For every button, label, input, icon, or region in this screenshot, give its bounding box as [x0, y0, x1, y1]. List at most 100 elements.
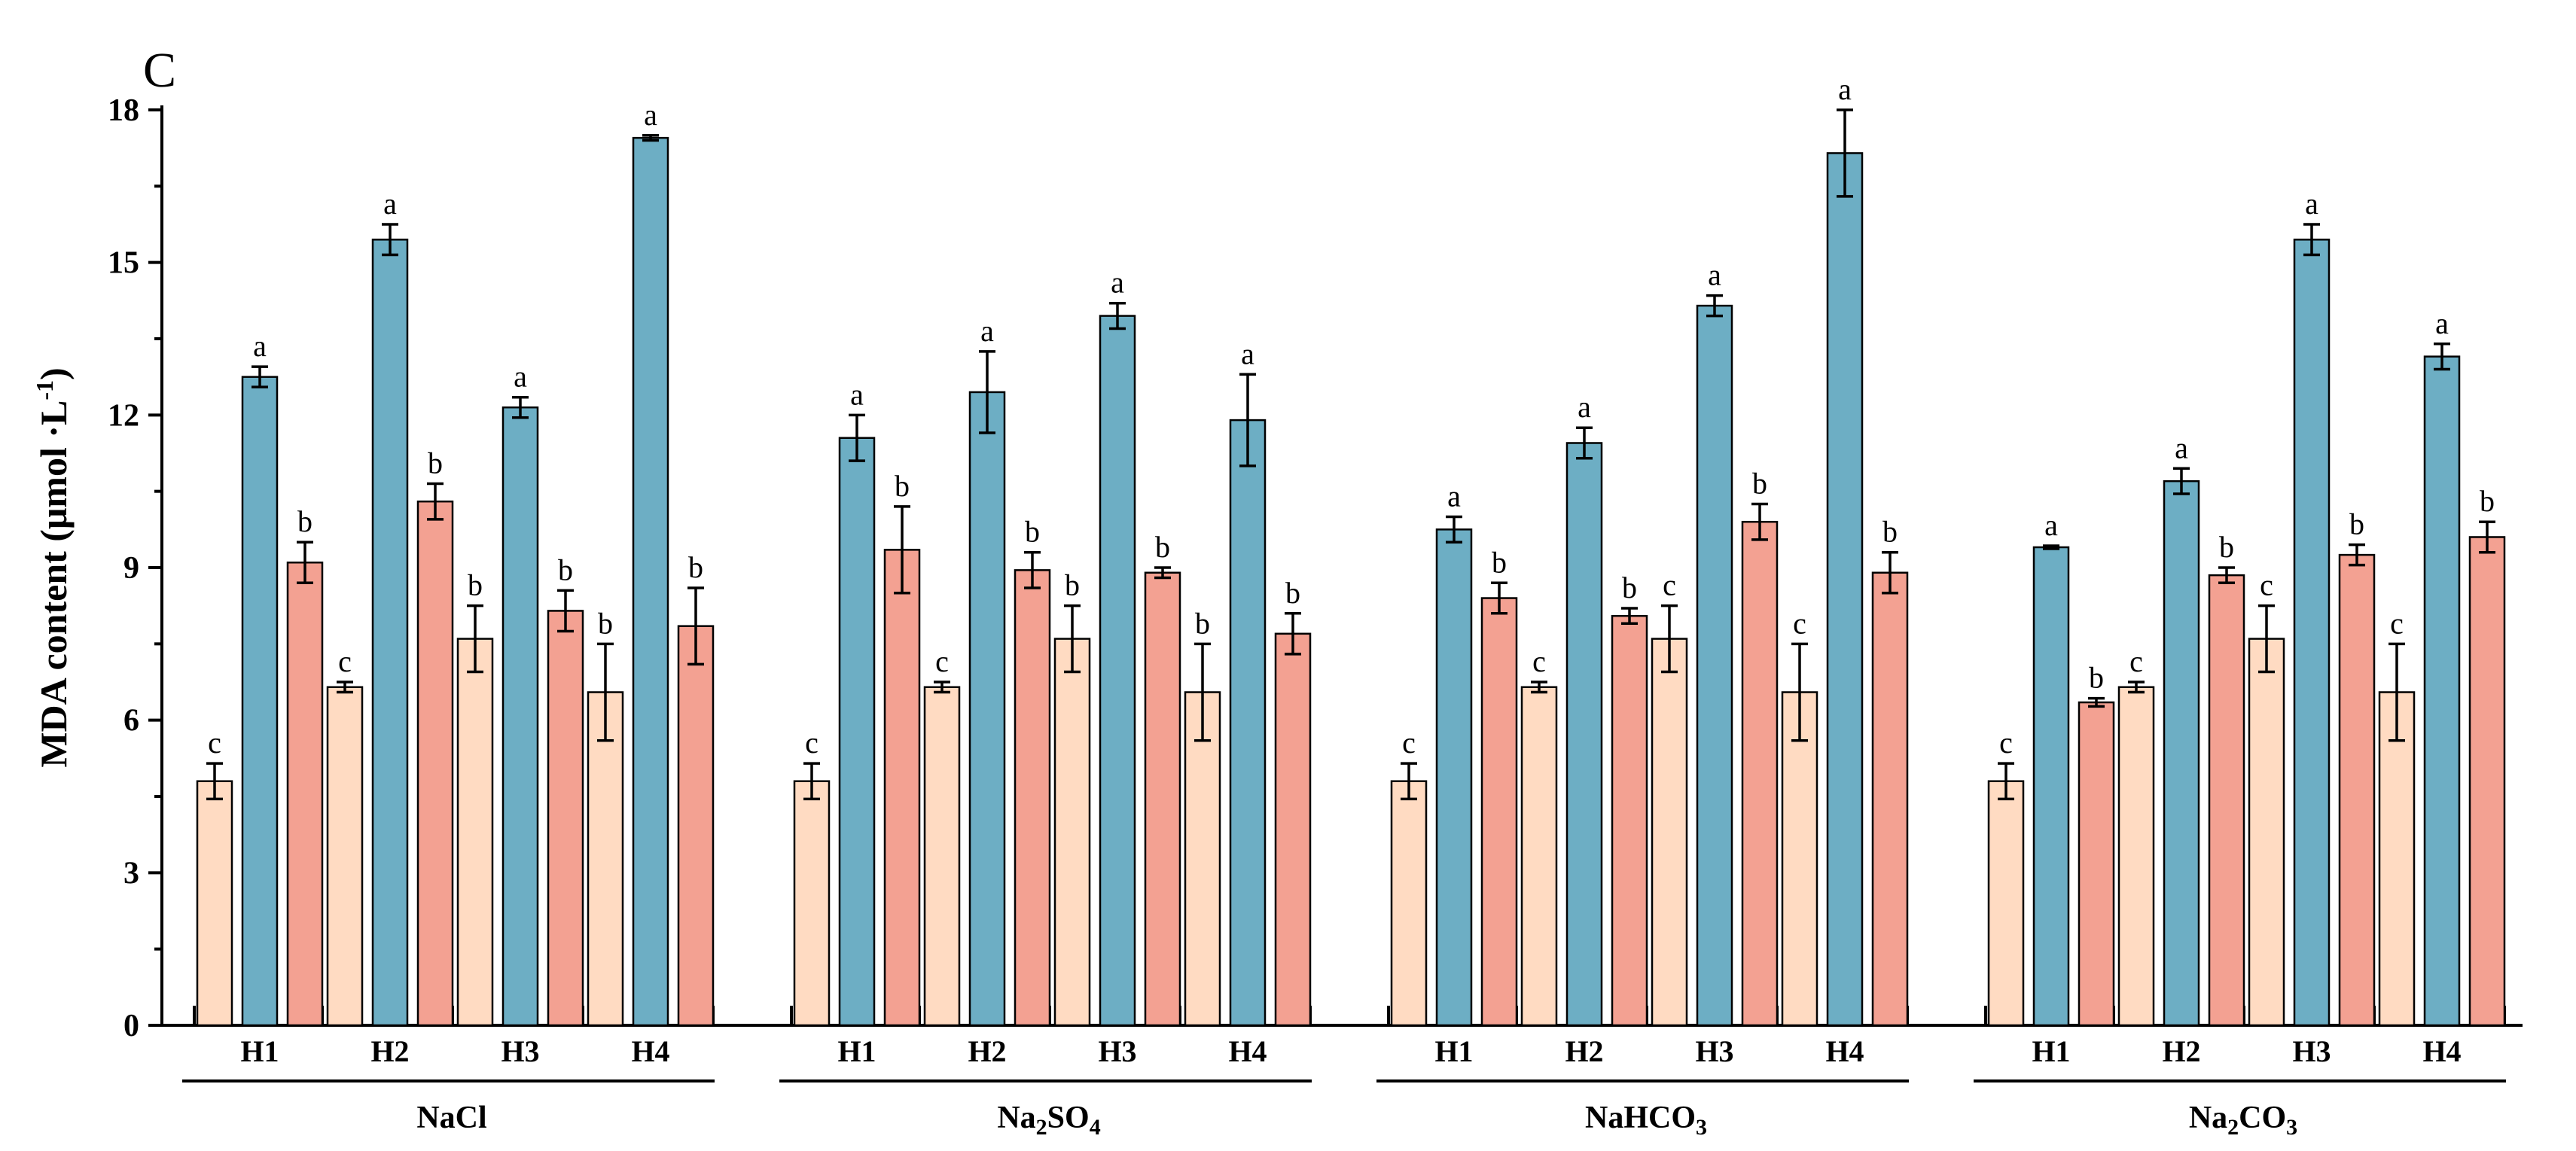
bar — [1099, 315, 1136, 1027]
significance-letter: a — [2305, 187, 2318, 221]
bar — [2423, 355, 2461, 1027]
bar — [416, 500, 454, 1027]
significance-letter: b — [1882, 515, 1898, 549]
y-tick-label: 3 — [123, 856, 139, 891]
significance-letter: a — [980, 314, 994, 348]
significance-letter: c — [805, 726, 819, 760]
bar — [1390, 780, 1428, 1027]
significance-letter: a — [1447, 479, 1461, 513]
bar — [2208, 574, 2245, 1027]
bar — [587, 691, 624, 1027]
significance-letter: a — [2044, 508, 2058, 542]
bar — [1014, 569, 1051, 1027]
significance-letter: b — [1155, 530, 1170, 564]
bar — [2032, 546, 2070, 1027]
bar — [1741, 520, 1779, 1027]
significance-letter: a — [850, 377, 864, 411]
x-tick-label: H3 — [1098, 1034, 1136, 1068]
significance-letter: b — [428, 446, 443, 480]
x-tick-label: H4 — [631, 1034, 669, 1068]
bar — [838, 437, 876, 1027]
significance-letter: a — [1241, 336, 1254, 370]
bar — [456, 638, 494, 1027]
bar — [2338, 553, 2376, 1027]
significance-letter: c — [208, 726, 221, 760]
bar — [883, 549, 921, 1027]
bar — [1480, 597, 1518, 1027]
bar — [1520, 686, 1558, 1027]
x-tick-label: H1 — [837, 1034, 876, 1068]
significance-letter: c — [2129, 644, 2143, 678]
x-tick-label: H1 — [2032, 1034, 2070, 1068]
significance-letter: b — [895, 469, 910, 503]
y-tick-label: 18 — [108, 93, 139, 128]
bar — [2468, 536, 2506, 1027]
significance-letter: a — [644, 98, 657, 132]
group-labels: NaCl Na2SO4 NaHCO3 Na2CO3 — [182, 1079, 2506, 1140]
bar — [1871, 571, 1909, 1027]
x-tick-label: H4 — [2422, 1034, 2461, 1068]
bar — [1053, 638, 1091, 1027]
significance-letter: b — [1195, 606, 1210, 640]
bar — [371, 239, 409, 1027]
group-label: Na2CO3 — [2189, 1101, 2297, 1140]
group-label: Na2SO4 — [997, 1101, 1100, 1140]
significance-letter: b — [2480, 484, 2495, 518]
bar — [241, 376, 279, 1027]
significance-letter: b — [297, 504, 312, 538]
significance-letter: b — [688, 550, 703, 584]
significance-letter: a — [253, 329, 267, 363]
bars — [196, 136, 2506, 1027]
significance-letter: b — [1285, 576, 1300, 610]
significance-letter: b — [2089, 661, 2104, 695]
bar — [1696, 304, 1733, 1027]
significance-letter: c — [338, 644, 352, 678]
x-tick-label: H4 — [1825, 1034, 1864, 1068]
significance-letter: b — [2219, 530, 2234, 564]
group-label: NaHCO3 — [1585, 1101, 1707, 1140]
y-axis: 0 3 6 9 12 15 18 — [108, 93, 163, 1043]
bar — [2248, 638, 2285, 1027]
y-tick-label: 15 — [108, 246, 139, 281]
x-tick-labels: H1 H2 H3 H4 H1 H2 H3 H4 H1 H2 H3 H4 H1 H2 H3 H4 — [240, 1034, 2461, 1068]
significance-letter: c — [1663, 568, 1676, 602]
significance-letter: c — [935, 644, 949, 678]
bar — [1229, 419, 1267, 1027]
x-tick-label: H2 — [2162, 1034, 2200, 1068]
bar — [677, 625, 715, 1027]
bar — [547, 610, 584, 1027]
x-tick-label: H2 — [968, 1034, 1006, 1068]
bar — [923, 686, 961, 1027]
bar — [632, 136, 669, 1027]
bar — [1826, 152, 1864, 1027]
y-axis-label: MDA content (μmol ·L-1) — [31, 367, 75, 767]
significance-letter: c — [1532, 644, 1546, 678]
y-tick-label: 9 — [123, 551, 139, 586]
significance-letter: a — [2435, 306, 2449, 340]
bar — [1274, 632, 1312, 1027]
group-label: NaCl — [416, 1101, 486, 1135]
bar — [1651, 638, 1688, 1027]
significance-letter: b — [1752, 467, 1767, 501]
bar — [793, 780, 831, 1027]
significance-letter: b — [598, 606, 613, 640]
significance-letter: b — [468, 568, 483, 602]
bar — [2293, 239, 2331, 1027]
significance-letter: b — [2349, 507, 2364, 541]
x-tick-label: H2 — [1565, 1034, 1603, 1068]
bar — [1435, 528, 1473, 1027]
bar — [968, 391, 1006, 1027]
significance-letter: a — [1578, 390, 1591, 424]
significance-letter: b — [1065, 568, 1080, 602]
significance-letter: b — [558, 553, 573, 586]
bar — [2163, 480, 2200, 1027]
significance-letter: c — [1793, 606, 1806, 640]
bar — [196, 780, 233, 1027]
significance-letter: c — [2390, 606, 2404, 640]
significance-letter: b — [1622, 571, 1637, 604]
x-tick-label: H1 — [240, 1034, 279, 1068]
panel-label: C — [143, 43, 176, 98]
y-tick-label: 6 — [123, 704, 139, 738]
